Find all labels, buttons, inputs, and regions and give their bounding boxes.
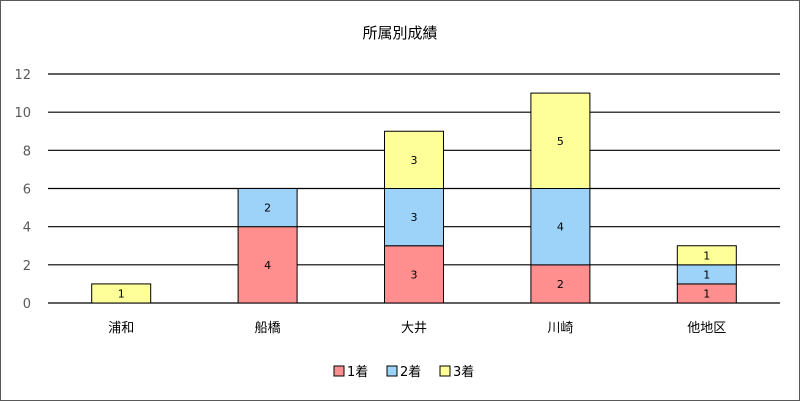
legend-swatch <box>439 365 451 377</box>
bar-value-label: 1 <box>703 287 710 300</box>
bar-segment <box>530 264 591 304</box>
legend: 1着 2着 3着 <box>333 364 474 380</box>
bar-value-label: 3 <box>411 154 418 167</box>
x-category-label: 他地区 <box>687 321 726 336</box>
chart-title: 所属別成績 <box>362 24 437 42</box>
legend-label: 1着 <box>347 364 368 380</box>
bar-value-label: 1 <box>703 268 710 281</box>
bar-value-label: 2 <box>264 202 271 215</box>
bar-value-label: 4 <box>557 221 564 234</box>
bar-segment <box>530 188 591 266</box>
y-tick-label: 12 <box>14 68 31 83</box>
y-tick-label: 2 <box>23 259 31 274</box>
bar-value-label: 2 <box>557 278 564 291</box>
bar-segment <box>237 188 298 228</box>
bar-value-label: 1 <box>118 287 125 300</box>
bar-value-label: 1 <box>703 249 710 262</box>
bar-value-label: 5 <box>557 135 564 148</box>
x-category-label: 船橋 <box>255 321 281 336</box>
x-axis-categories: 浦和 船橋 大井 川崎 他地区 <box>108 321 726 336</box>
data-labels: 1 4 2 3 3 3 2 4 5 1 1 1 <box>118 135 711 301</box>
y-tick-label: 10 <box>14 106 31 121</box>
y-axis-ticks: 0 2 4 6 8 10 12 <box>14 68 31 312</box>
x-category-label: 川崎 <box>547 321 573 336</box>
bar-segment <box>530 92 591 189</box>
bar-segment <box>91 283 152 304</box>
bar-segment <box>384 188 444 247</box>
bar-value-label: 3 <box>411 211 418 224</box>
bar-segment <box>384 130 444 189</box>
bar-value-label: 4 <box>264 259 271 272</box>
bar-value-label: 3 <box>411 268 418 281</box>
y-tick-label: 4 <box>23 221 31 236</box>
y-tick-label: 8 <box>23 144 31 159</box>
x-category-label: 大井 <box>401 321 427 336</box>
y-tick-label: 0 <box>23 297 31 312</box>
legend-label: 2着 <box>400 364 421 380</box>
legend-label: 3着 <box>453 364 474 380</box>
bar-segment <box>676 245 737 266</box>
x-category-label: 浦和 <box>108 321 134 336</box>
legend-swatch <box>333 365 345 377</box>
y-tick-label: 6 <box>23 183 31 198</box>
bars <box>91 92 737 304</box>
legend-swatch <box>386 365 398 377</box>
bar-segment <box>384 245 444 304</box>
